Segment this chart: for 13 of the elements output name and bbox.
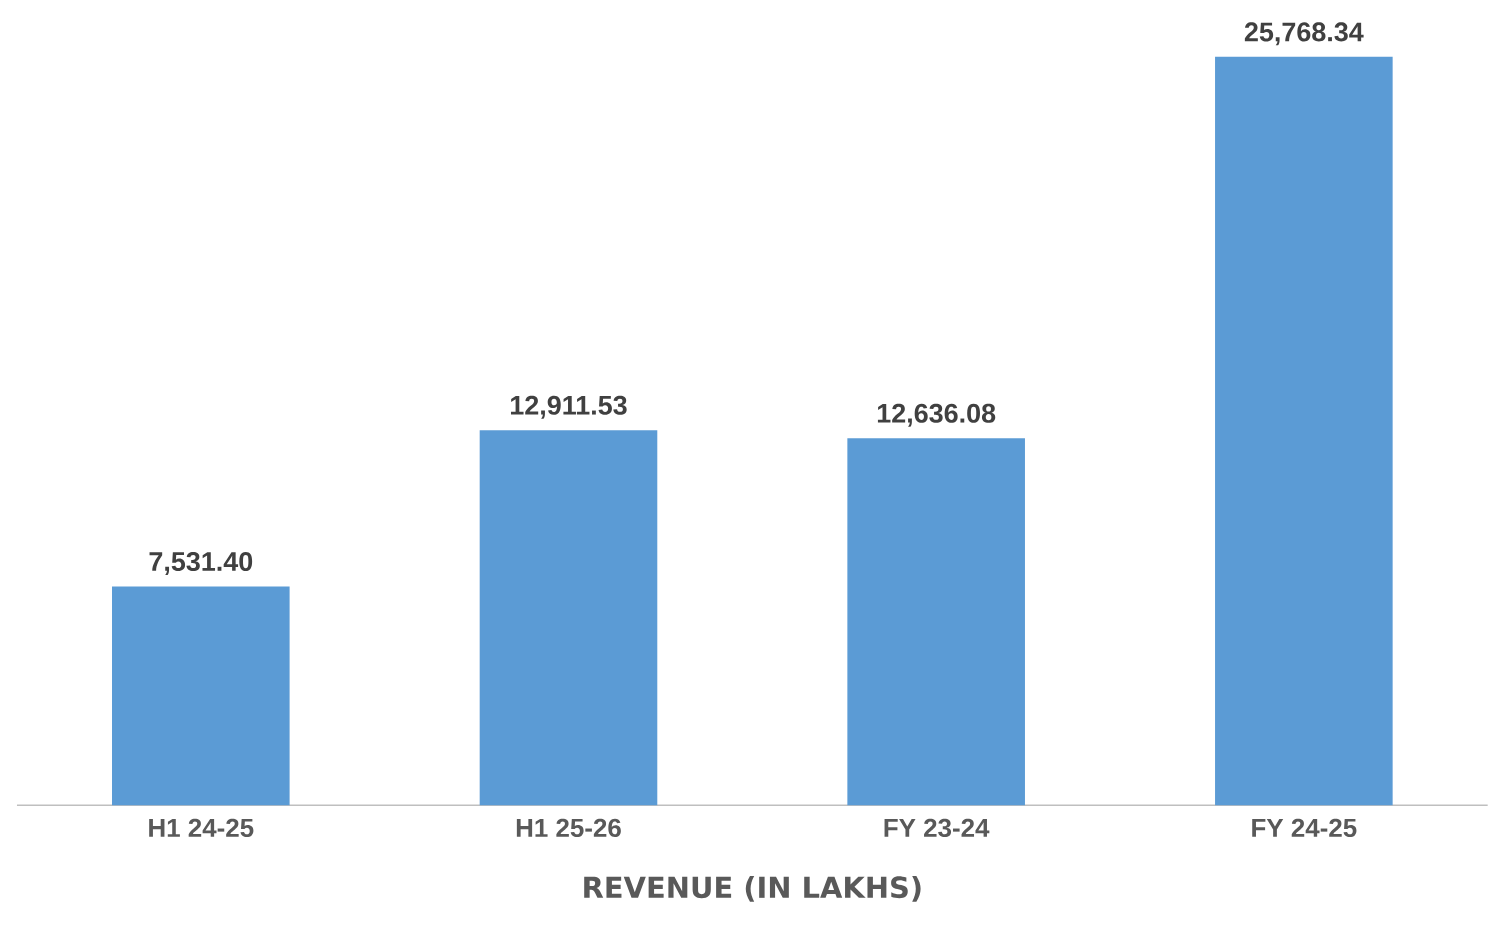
x-tick-label: FY 24-25 [1252, 818, 1357, 838]
data-label: 12,636.08 [877, 403, 996, 427]
bar [479, 430, 658, 806]
x-axis-title: REVENUE (IN LAKHS) [584, 875, 921, 902]
data-label: 7,531.40 [149, 552, 253, 576]
bar [1215, 56, 1393, 806]
x-tick-label: FY 23-24 [884, 818, 990, 838]
x-tick-label: H1 25-26 [516, 818, 621, 838]
data-label: 12,911.53 [511, 395, 627, 419]
x-tick-label: H1 24-25 [149, 818, 254, 838]
bar [847, 438, 1025, 806]
bar [112, 586, 290, 806]
data-label: 25,768.34 [1244, 22, 1364, 46]
